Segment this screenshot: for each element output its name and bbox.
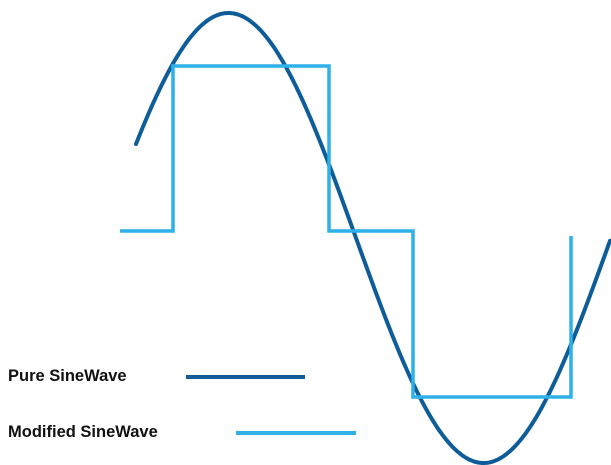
legend-pure-label: Pure SineWave [8,367,127,385]
legend-modified-label: Modified SineWave [8,423,158,441]
pure-sine-wave [134,11,611,465]
modified-sine-wave [120,64,573,399]
